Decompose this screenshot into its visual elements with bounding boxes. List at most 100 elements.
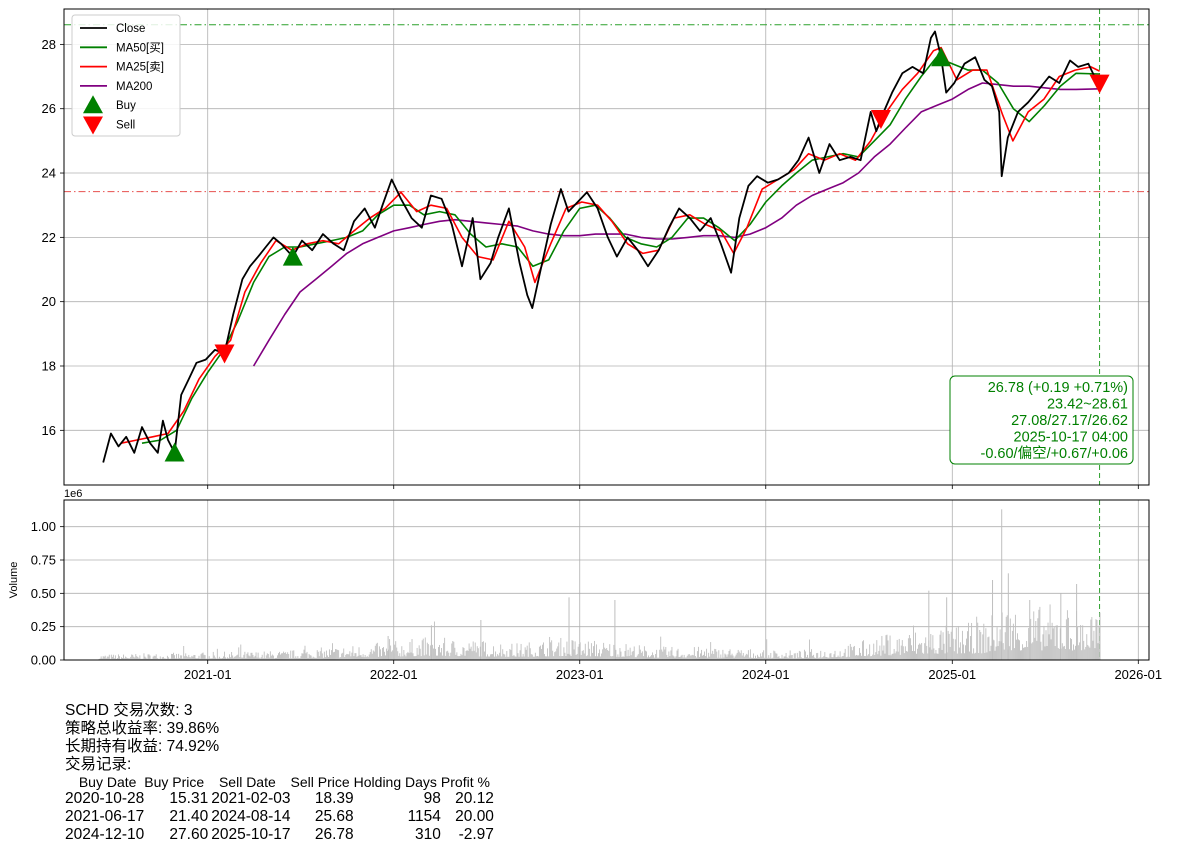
- volume-bar: [741, 655, 743, 660]
- volume-bar: [341, 653, 343, 660]
- volume-bar: [665, 647, 667, 660]
- volume-bar: [831, 657, 833, 660]
- volume-bar: [939, 634, 941, 660]
- volume-bar: [681, 654, 683, 660]
- volume-bar: [704, 651, 705, 660]
- volume-bar: [816, 653, 818, 660]
- volume-bar: [803, 649, 805, 660]
- volume-bar: [534, 652, 536, 660]
- volume-bar: [563, 647, 565, 660]
- volume-bar: [537, 656, 539, 660]
- volume-bar: [807, 654, 808, 660]
- volume-bar: [313, 657, 315, 660]
- buy-marker: [931, 47, 952, 67]
- volume-bar: [240, 644, 242, 660]
- volume-bar: [294, 657, 296, 660]
- volume-bar: [238, 647, 240, 660]
- volume-bar: [524, 647, 526, 660]
- volume-bar: [840, 657, 842, 660]
- volume-bar: [384, 651, 385, 660]
- volume-bar: [305, 653, 307, 660]
- volume-bar: [254, 655, 256, 660]
- volume-bar: [252, 654, 254, 660]
- volume-bar: [676, 650, 678, 660]
- volume-bar: [995, 646, 997, 660]
- volume-scale-label: 1e6: [64, 488, 82, 500]
- price-y-axis: 16 18 20 22 24 26 28: [42, 37, 64, 438]
- volume-bar: [708, 652, 710, 660]
- volume-bar: [271, 654, 273, 660]
- volume-bar: [1026, 640, 1028, 660]
- volume-bar: [483, 651, 485, 660]
- volume-bar: [1011, 630, 1013, 660]
- volume-bar: [432, 648, 434, 660]
- volume-bar: [1017, 633, 1018, 660]
- volume-bar: [148, 654, 150, 660]
- volume-bar: [990, 645, 992, 660]
- volume-bar: [342, 652, 344, 660]
- volume-bar: [584, 643, 586, 660]
- volume-bar: [776, 653, 778, 660]
- volume-bar: [202, 652, 204, 660]
- volume-bar: [247, 652, 249, 660]
- volume-bar: [1028, 627, 1030, 660]
- price-x-ticks: [207, 485, 1139, 489]
- volume-bar: [1037, 618, 1039, 660]
- volume-bar: [219, 658, 221, 660]
- volume-bar: [724, 653, 726, 660]
- volume-bar: [952, 638, 954, 660]
- volume-bar: [573, 649, 575, 660]
- volume-bar: [352, 646, 354, 660]
- volume-bar: [601, 653, 603, 660]
- volume-bar: [199, 658, 201, 660]
- volume-bar: [357, 655, 359, 660]
- volume-bar: [968, 622, 969, 660]
- volume-bar: [406, 653, 408, 660]
- volume-bar: [865, 656, 867, 660]
- volume-bar: [532, 656, 534, 660]
- volume-bar: [693, 647, 695, 660]
- volume-bar: [673, 656, 675, 660]
- volume-bar: [691, 654, 693, 660]
- volume-bar: [802, 658, 804, 660]
- volume-bar: [886, 634, 888, 660]
- volume-bar: [149, 655, 151, 660]
- volume-bar: [105, 658, 107, 660]
- volume-bar: [364, 654, 366, 660]
- volume-bar: [659, 649, 661, 660]
- volume-bar: [424, 637, 426, 660]
- volume-bar: [257, 652, 259, 660]
- volume-bar: [311, 657, 313, 660]
- volume-bar: [835, 657, 837, 660]
- volume-bar: [1084, 649, 1086, 660]
- volume-bar: [932, 635, 934, 660]
- volume-xtick-label: 2026-01: [1114, 667, 1162, 682]
- volume-bar: [318, 656, 320, 660]
- volume-bar: [578, 643, 580, 660]
- volume-bar: [296, 657, 298, 660]
- volume-bar: [502, 649, 504, 660]
- volume-bar: [129, 658, 131, 660]
- volume-bar: [482, 641, 484, 660]
- volume-peak-bar: [1001, 509, 1003, 660]
- volume-bar: [559, 656, 561, 660]
- volume-bar: [661, 649, 663, 660]
- volume-bar: [902, 646, 904, 660]
- volume-bar: [1050, 639, 1052, 660]
- volume-bar: [747, 650, 749, 660]
- volume-bar: [1098, 625, 1100, 660]
- volume-bar: [875, 652, 877, 660]
- volume-bar: [485, 656, 487, 660]
- volume-bar: [387, 651, 388, 660]
- volume-ytick-label: 0.00: [31, 653, 56, 668]
- volume-bar: [572, 640, 574, 660]
- volume-bar: [241, 657, 243, 660]
- volume-bar: [345, 654, 347, 660]
- volume-bar: [1070, 638, 1071, 660]
- volume-bar: [477, 648, 479, 660]
- volume-bar: [349, 651, 351, 660]
- volume-bar: [743, 656, 745, 660]
- volume-bar: [470, 646, 472, 660]
- volume-bar: [264, 658, 266, 660]
- buy-price: 15.31: [169, 790, 209, 807]
